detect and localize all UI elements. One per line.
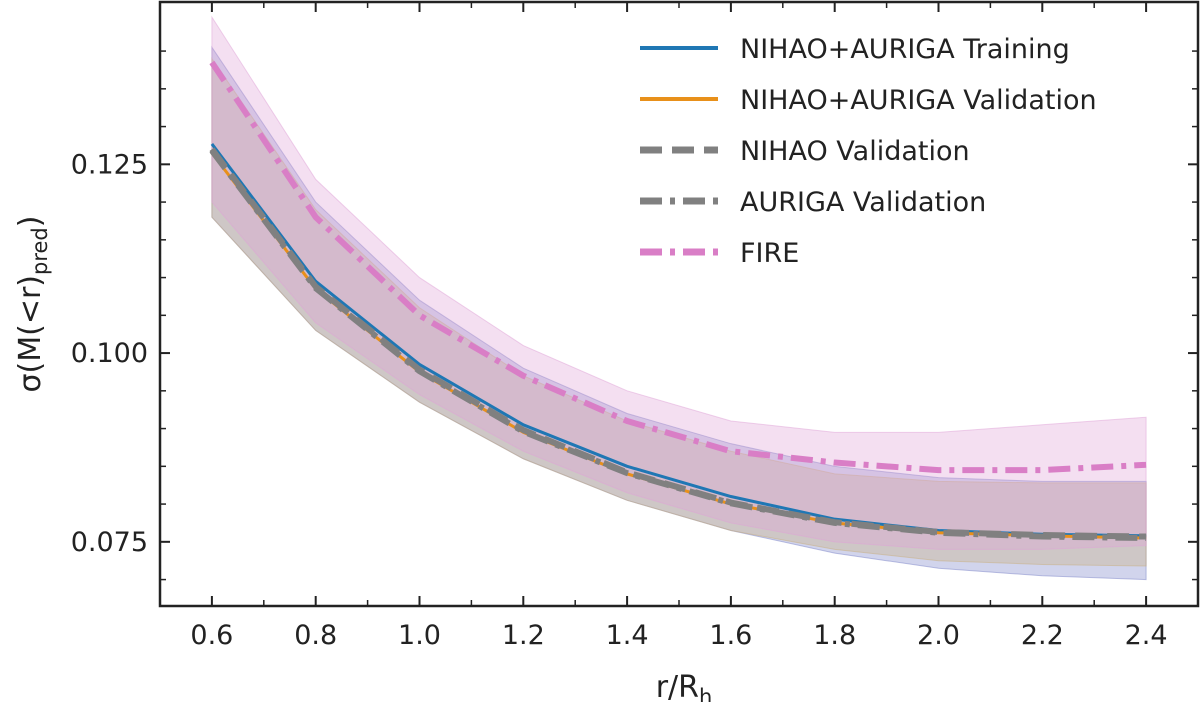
x-tick-label: 1.8 [813, 620, 856, 651]
y-tick-label: 0.125 [71, 149, 148, 180]
x-tick-label: 1.0 [398, 620, 441, 651]
series-line-fire [209, 60, 1147, 474]
y-tick-label: 0.075 [71, 527, 148, 558]
y-axis-label: σ(M(<r)pred) [13, 216, 52, 393]
x-tick-label: 0.8 [294, 620, 337, 651]
legend: NIHAO+AURIGA Training NIHAO+AURIGA Valida… [640, 34, 1097, 269]
legend-label-nihao-validation: NIHAO Validation [740, 136, 970, 167]
y-axis-ticks: 0.075 0.100 0.125 [71, 50, 1198, 581]
fire-band [211, 15, 1147, 550]
series-line-auriga-validation [209, 148, 1147, 542]
x-tick-label: 2.0 [917, 620, 960, 651]
series-lines [209, 60, 1147, 542]
x-tick-label: 1.4 [606, 620, 649, 651]
x-tick-label: 1.2 [502, 620, 545, 651]
x-tick-label: 2.4 [1125, 620, 1168, 651]
x-axis-ticks: 0.6 0.8 1.0 1.2 1.4 1.6 1.8 2.0 2.2 2.4 [190, 2, 1168, 651]
y-tick-label: 0.100 [71, 338, 148, 369]
legend-label-fire: FIRE [740, 238, 799, 269]
legend-label-auriga-validation: AURIGA Validation [740, 187, 986, 218]
x-tick-label: 0.6 [190, 620, 233, 651]
x-axis-label: r/Rh [656, 670, 713, 702]
x-tick-label: 2.2 [1021, 620, 1064, 651]
legend-label-nihao-auriga-validation: NIHAO+AURIGA Validation [740, 85, 1097, 116]
confidence-bands [211, 15, 1147, 581]
x-tick-label: 1.6 [709, 620, 752, 651]
legend-label-nihao-auriga-training: NIHAO+AURIGA Training [740, 34, 1070, 65]
